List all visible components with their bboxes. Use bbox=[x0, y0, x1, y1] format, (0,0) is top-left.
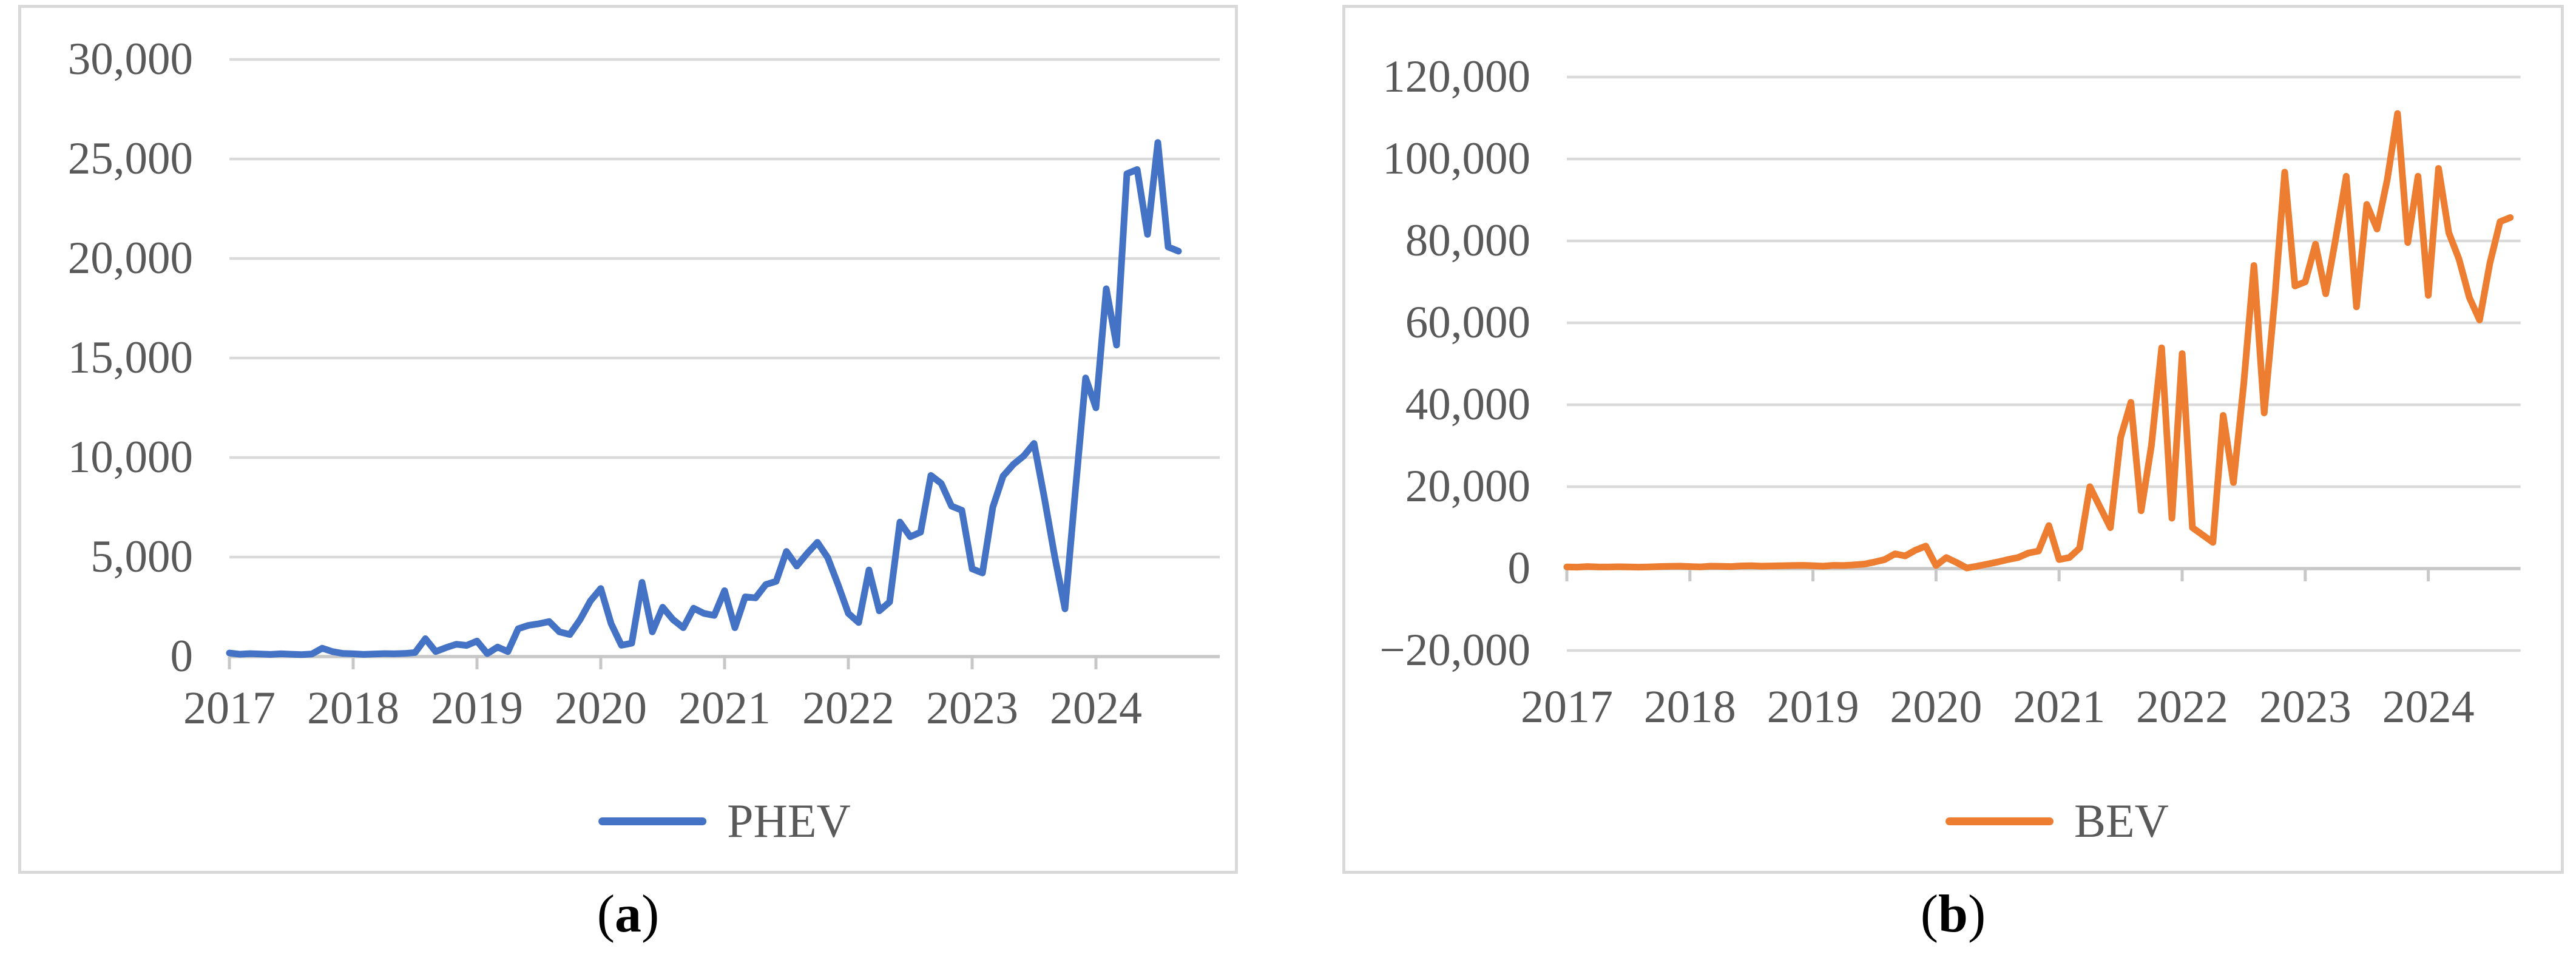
y-axis-tick-label: 40,000 bbox=[1405, 379, 1530, 430]
y-axis-tick-label: 30,000 bbox=[67, 34, 193, 84]
x-axis-tick-label: 2019 bbox=[1766, 681, 1859, 732]
bev-line-chart bbox=[1563, 75, 2521, 652]
x-axis-tick-label: 2018 bbox=[1643, 681, 1736, 732]
chart-panel-a: PHEV 0 5,000 10,000 15,000 20,000 25,000 30,00… bbox=[18, 5, 1238, 874]
x-axis-tick-label: 2024 bbox=[1050, 683, 1142, 734]
y-axis-tick-label: 0 bbox=[170, 631, 194, 681]
phev-data-line bbox=[226, 139, 1182, 658]
y-axis-tick-label: 80,000 bbox=[1405, 215, 1530, 266]
x-axis-tick-label: 2020 bbox=[555, 683, 647, 734]
y-axis-tick-label: 15,000 bbox=[67, 333, 193, 383]
x-axis-tick-label: 2017 bbox=[183, 683, 276, 734]
bev-data-line bbox=[1563, 110, 2514, 572]
x-axis-tick-label: 2019 bbox=[431, 683, 523, 734]
x-axis-tick-label: 2020 bbox=[1890, 681, 1983, 732]
x-axis-tick-label: 2024 bbox=[2382, 681, 2475, 732]
x-axis-tick-label: 2018 bbox=[307, 683, 399, 734]
phev-line-chart bbox=[226, 58, 1220, 669]
y-axis-tick-label: −20,000 bbox=[1379, 625, 1530, 675]
legend: PHEV bbox=[598, 792, 851, 850]
y-axis-tick-label: 20,000 bbox=[1405, 461, 1530, 512]
y-axis-tick-label: 10,000 bbox=[67, 432, 193, 482]
bev-legend-line-icon bbox=[1946, 817, 2054, 825]
x-axis-tick-label: 2022 bbox=[802, 683, 894, 734]
y-axis-tick-label: 0 bbox=[1507, 543, 1531, 593]
chart-panel-b: BEV −20,000 0 20,000 40,000 60,000 80,000 100,… bbox=[1342, 5, 2564, 874]
y-axis-tick-label: 100,000 bbox=[1382, 134, 1530, 184]
phev-legend-line-icon bbox=[598, 817, 707, 825]
x-axis-tick-label: 2017 bbox=[1521, 681, 1613, 732]
figure-caption-a: (a) bbox=[597, 885, 660, 944]
y-axis-tick-label: 20,000 bbox=[67, 233, 193, 283]
x-axis-tick-label: 2021 bbox=[678, 683, 771, 734]
y-axis-tick-label: 120,000 bbox=[1382, 52, 1530, 102]
y-axis-tick-label: 25,000 bbox=[67, 134, 193, 184]
legend-label: PHEV bbox=[727, 794, 851, 847]
x-axis-tick-label: 2023 bbox=[926, 683, 1018, 734]
legend: BEV bbox=[1946, 792, 2169, 850]
x-axis-tick-label: 2022 bbox=[2136, 681, 2228, 732]
y-axis-tick-label: 60,000 bbox=[1405, 297, 1530, 348]
x-axis-tick-label: 2021 bbox=[2013, 681, 2106, 732]
x-axis-tick-label: 2023 bbox=[2259, 681, 2351, 732]
y-axis-tick-label: 5,000 bbox=[90, 532, 193, 582]
figure-caption-b: (b) bbox=[1920, 885, 1986, 944]
legend-label: BEV bbox=[2074, 794, 2169, 847]
